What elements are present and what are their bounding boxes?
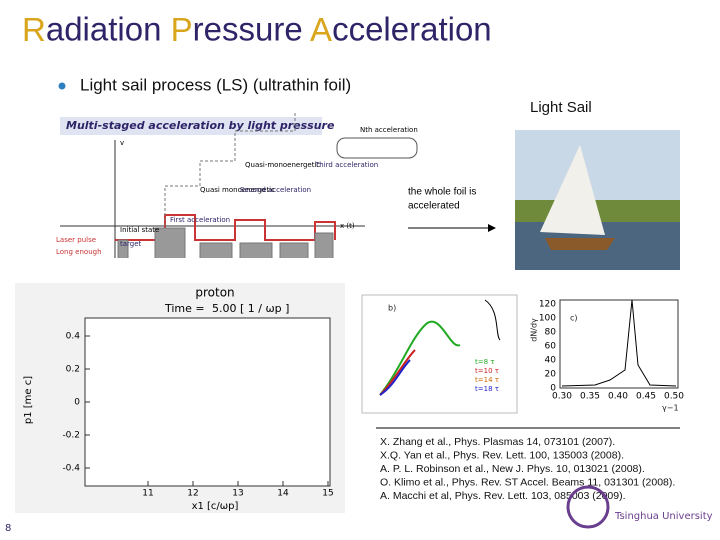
staircase — [164, 111, 296, 226]
curve — [484, 299, 501, 341]
x-tick-label: 11 — [142, 489, 153, 499]
y-tick-label: 120 — [539, 300, 556, 310]
caption: accelerated — [408, 201, 460, 212]
figure-label: Long enough — [56, 248, 102, 256]
figure-label: v — [120, 139, 124, 147]
y-label: dN/dγ — [530, 318, 539, 342]
curve — [379, 359, 411, 396]
y-tick-label: 40 — [545, 356, 557, 366]
figure-b — [361, 294, 518, 414]
figure-label: Nth acceleration — [360, 126, 418, 134]
target-blocks — [117, 227, 334, 258]
y-tick-label: 0 — [550, 384, 556, 394]
x-label: x1 [c/ωp] — [192, 501, 239, 512]
y-tick-label: 0 — [74, 398, 80, 408]
figure-label: Quasi-monoenergetic — [245, 161, 320, 169]
panel-label: b) — [388, 304, 396, 313]
x-tick-label: 0.30 — [552, 392, 572, 402]
figure-label: target — [120, 240, 142, 248]
figure-label: Third acceleration — [314, 161, 378, 169]
x-tick-label: 12 — [187, 489, 198, 499]
y-tick-label: -0.2 — [62, 431, 80, 441]
y-tick-label: 0.4 — [66, 332, 81, 342]
x-tick-label: 0.40 — [608, 392, 628, 402]
y-tick-label: 100 — [539, 314, 556, 324]
bullet-text: Light sail process (LS) (ultrathin foil) — [80, 75, 351, 94]
x-tick-label: 0.50 — [664, 392, 684, 402]
logo-seal — [566, 485, 610, 529]
y-tick-label: -0.4 — [62, 464, 80, 474]
x-tick-label: 0.35 — [580, 392, 600, 402]
legend-entry: t=10 τ — [475, 367, 499, 375]
figure-label: Laser pulse — [56, 236, 96, 244]
reference: O. Klimo et al., Phys. Rev. ST Accel. Be… — [380, 476, 675, 488]
logo-text: Tsinghua University — [614, 511, 713, 522]
arrow-head — [488, 224, 496, 232]
legend-entry: t=14 τ — [475, 376, 499, 384]
caption: the whole foil is — [408, 187, 476, 198]
y-tick-label: 60 — [545, 342, 557, 352]
panel-label: c) — [570, 314, 578, 323]
reference: A. P. L. Robinson et al., New J. Phys. 1… — [380, 463, 645, 475]
legend-entry: t=18 τ — [475, 385, 499, 393]
time-value: 5.00 [ 1 / ωp ] — [212, 302, 289, 315]
bubble — [336, 137, 418, 159]
figure-label: x (t) — [340, 222, 355, 230]
figure-label: Second acceleration — [240, 186, 311, 194]
y-label: p1 [me c] — [23, 376, 34, 424]
proton-plot-frame — [84, 317, 331, 487]
x-tick-label: 15 — [322, 489, 333, 499]
x-tick-label: 14 — [277, 489, 289, 499]
x-tick-label: 13 — [232, 489, 243, 499]
figure-title: Multi-staged acceleration by light press… — [66, 119, 335, 132]
figure-c — [522, 295, 682, 413]
multistage-figure: Multi-staged acceleration by light press… — [60, 111, 418, 258]
reference: X. Zhang et al., Phys. Plasmas 14, 07310… — [380, 436, 615, 448]
y-tick-label: 0.2 — [66, 365, 80, 375]
x-label: γ−1 — [662, 404, 679, 413]
light-sail-label: Light Sail — [530, 99, 592, 116]
y-tick-label: 20 — [545, 370, 557, 380]
bullet-dot — [58, 82, 66, 90]
x-tick-label: 0.45 — [636, 392, 656, 402]
curve — [379, 320, 461, 396]
spectrum — [561, 299, 677, 387]
time-label: Time = — [164, 302, 205, 315]
page-number: 8 — [5, 523, 11, 534]
reference: A. Macchi et al, Phys. Rev. Lett. 103, 0… — [380, 490, 626, 502]
plot-title: proton — [195, 286, 234, 300]
plot-frame — [559, 299, 679, 389]
light-sail-photo — [515, 130, 680, 270]
slide-title: Radiation Pressure Acceleration — [22, 11, 492, 48]
reference: X.Q. Yan et al., Phys. Rev. Lett. 100, 1… — [380, 449, 624, 461]
figure-label: First acceleration — [170, 216, 230, 224]
figure-label: Quasi monoenergetic — [200, 186, 275, 194]
y-tick-label: 80 — [545, 328, 557, 338]
legend-entry: t=8 τ — [475, 358, 495, 366]
figure-label: Initial state — [120, 226, 159, 234]
